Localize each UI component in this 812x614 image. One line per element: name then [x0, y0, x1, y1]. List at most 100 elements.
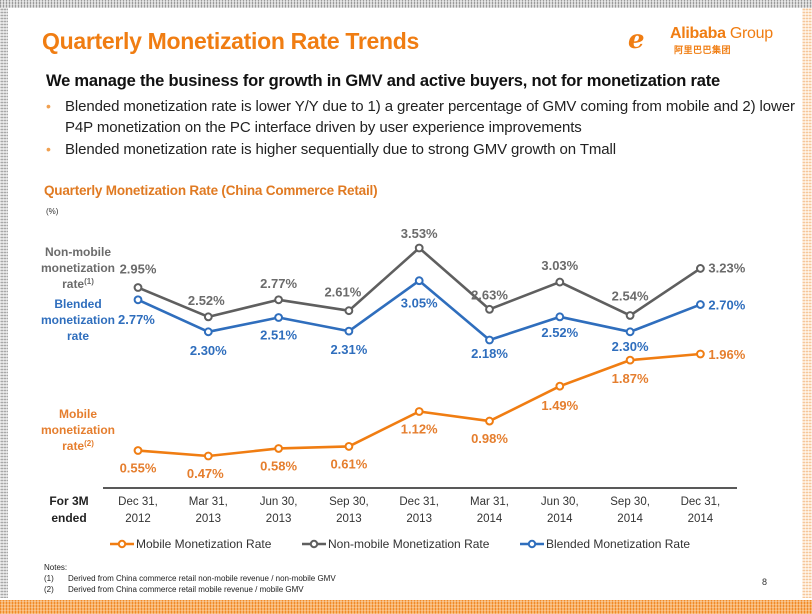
- blended-data-point: [274, 313, 284, 322]
- footnote-text: Derived from China commerce retail non-m…: [68, 574, 336, 583]
- blended-legend-marker: [527, 539, 537, 549]
- footnote-marker: (1): [84, 277, 94, 286]
- x-tick-label: 2013: [406, 513, 432, 525]
- blended-data-point: [555, 312, 565, 322]
- x-tick-label: Dec 31,: [399, 496, 439, 508]
- bullet-item: Blended monetization rate is lower Y/Y d…: [46, 96, 796, 138]
- mobile-data-label: 1.87%: [612, 371, 649, 386]
- chart-unit-label: (%): [46, 207, 59, 216]
- non_mobile-data-point: [344, 306, 354, 316]
- non_mobile-data-point: [696, 264, 705, 273]
- mobile-data-point: [555, 381, 565, 391]
- blended-data-point: [625, 327, 635, 337]
- blended-data-label: 3.05%: [401, 296, 438, 311]
- logo-chinese: 阿里巴巴集团: [674, 45, 732, 55]
- non_mobile-data-point: [133, 283, 143, 292]
- alibaba-group-logo: ℯ Alibaba Group 阿里巴巴集团: [628, 24, 788, 56]
- footnote-marker: (2): [84, 439, 94, 448]
- mobile-data-point: [203, 451, 213, 461]
- logo-name: Alibaba: [670, 25, 726, 42]
- logo-group: Group: [729, 25, 773, 42]
- blended-data-label: 2.30%: [612, 339, 649, 354]
- non_mobile-data-label: 3.53%: [401, 226, 438, 241]
- mobile-data-point: [414, 407, 424, 416]
- non_mobile-data-point: [203, 312, 213, 322]
- mobile-data-label: 0.55%: [120, 461, 157, 476]
- slide-border-left: [0, 8, 8, 598]
- non_mobile-data-point: [625, 311, 635, 320]
- blended-data-label: 2.77%: [118, 312, 155, 327]
- slide-border-right: [802, 8, 812, 598]
- x-tick-label: Mar 31,: [189, 496, 228, 508]
- mobile-series-line: [137, 352, 701, 458]
- non_mobile-data-point: [555, 277, 565, 287]
- x-tick-label: Jun 30,: [541, 496, 579, 508]
- mobile-data-point: [133, 446, 143, 455]
- x-axis-header: For 3M: [49, 494, 88, 508]
- non_mobile-data-label: 2.61%: [324, 285, 361, 300]
- footnote-number: (1): [44, 574, 54, 583]
- slide-border-top: [0, 0, 812, 8]
- x-tick-label: Dec 31,: [681, 496, 721, 508]
- mobile-data-label: 0.47%: [187, 466, 224, 481]
- logo-wordmark: Alibaba Group: [670, 25, 773, 43]
- mobile-data-label: 1.12%: [401, 422, 438, 437]
- blended-side-label: monetization: [41, 313, 115, 327]
- mobile-data-label: 0.61%: [330, 456, 367, 471]
- non_mobile-data-label: 3.23%: [708, 260, 745, 275]
- mobile-data-point: [696, 349, 705, 359]
- slide-title: Quarterly Monetization Rate Trends: [42, 28, 420, 54]
- x-tick-label: 2014: [688, 513, 714, 525]
- non_mobile-side-label: rate(1): [62, 277, 94, 291]
- non_mobile-data-label: 2.95%: [120, 262, 157, 277]
- footnote-1: (1) Derived from China commerce retail no…: [44, 573, 336, 584]
- x-tick-label: 2012: [125, 513, 151, 525]
- footnote-text: Derived from China commerce retail mobil…: [68, 585, 304, 594]
- non_mobile-legend-label: Non-mobile Monetization Rate: [328, 537, 490, 551]
- bullet-list: Blended monetization rate is lower Y/Y d…: [46, 96, 796, 161]
- blended-data-point: [696, 300, 705, 309]
- alibaba-smile-logo-icon: ℯ: [628, 25, 645, 55]
- footnotes: Notes: (1) Derived from China commerce re…: [44, 562, 336, 595]
- mobile-data-label: 1.49%: [541, 398, 578, 413]
- bullet-item: Blended monetization rate is higher sequ…: [46, 139, 796, 160]
- x-tick-label: 2014: [617, 513, 643, 525]
- blended-data-label: 2.30%: [190, 343, 227, 358]
- non_mobile-side-label: Non-mobile: [45, 245, 111, 259]
- headline: We manage the business for growth in GMV…: [46, 72, 720, 90]
- blended-side-label: rate: [67, 329, 89, 343]
- x-tick-label: Mar 31,: [470, 496, 509, 508]
- x-tick-label: Sep 30,: [610, 496, 650, 508]
- x-axis-header: ended: [51, 511, 86, 525]
- slide-border-bottom: [0, 600, 812, 614]
- blended-data-point: [485, 335, 494, 345]
- blended-data-label: 2.51%: [260, 328, 297, 343]
- blended-side-label: Blended: [54, 297, 101, 311]
- notes-heading: Notes:: [44, 563, 68, 572]
- blended-data-point: [203, 327, 213, 337]
- non_mobile-side-label: monetization: [41, 261, 115, 275]
- non_mobile-data-label: 2.77%: [260, 276, 297, 291]
- mobile-data-label: 0.98%: [471, 431, 508, 446]
- mobile-legend-label: Mobile Monetization Rate: [136, 537, 272, 551]
- mobile-data-point: [274, 444, 284, 453]
- non_mobile-data-point: [414, 243, 424, 253]
- non_mobile-legend-marker: [309, 539, 319, 549]
- x-tick-label: Jun 30,: [260, 496, 298, 508]
- blended-data-point: [344, 326, 354, 336]
- blended-legend-label: Blended Monetization Rate: [546, 537, 690, 551]
- blended-data-point: [414, 276, 424, 286]
- mobile-side-label: monetization: [41, 423, 115, 437]
- non_mobile-data-label: 2.54%: [612, 288, 649, 303]
- x-tick-label: 2013: [336, 513, 362, 525]
- blended-data-label: 2.31%: [330, 342, 367, 357]
- footnote-number: (2): [44, 585, 54, 594]
- non_mobile-data-point: [274, 295, 284, 305]
- x-tick-label: 2013: [266, 513, 292, 525]
- mobile-data-point: [344, 442, 354, 451]
- x-tick-label: Dec 31,: [118, 496, 158, 508]
- x-tick-label: 2013: [196, 513, 222, 525]
- mobile-data-label: 0.58%: [260, 458, 297, 473]
- x-tick-label: 2014: [477, 513, 503, 525]
